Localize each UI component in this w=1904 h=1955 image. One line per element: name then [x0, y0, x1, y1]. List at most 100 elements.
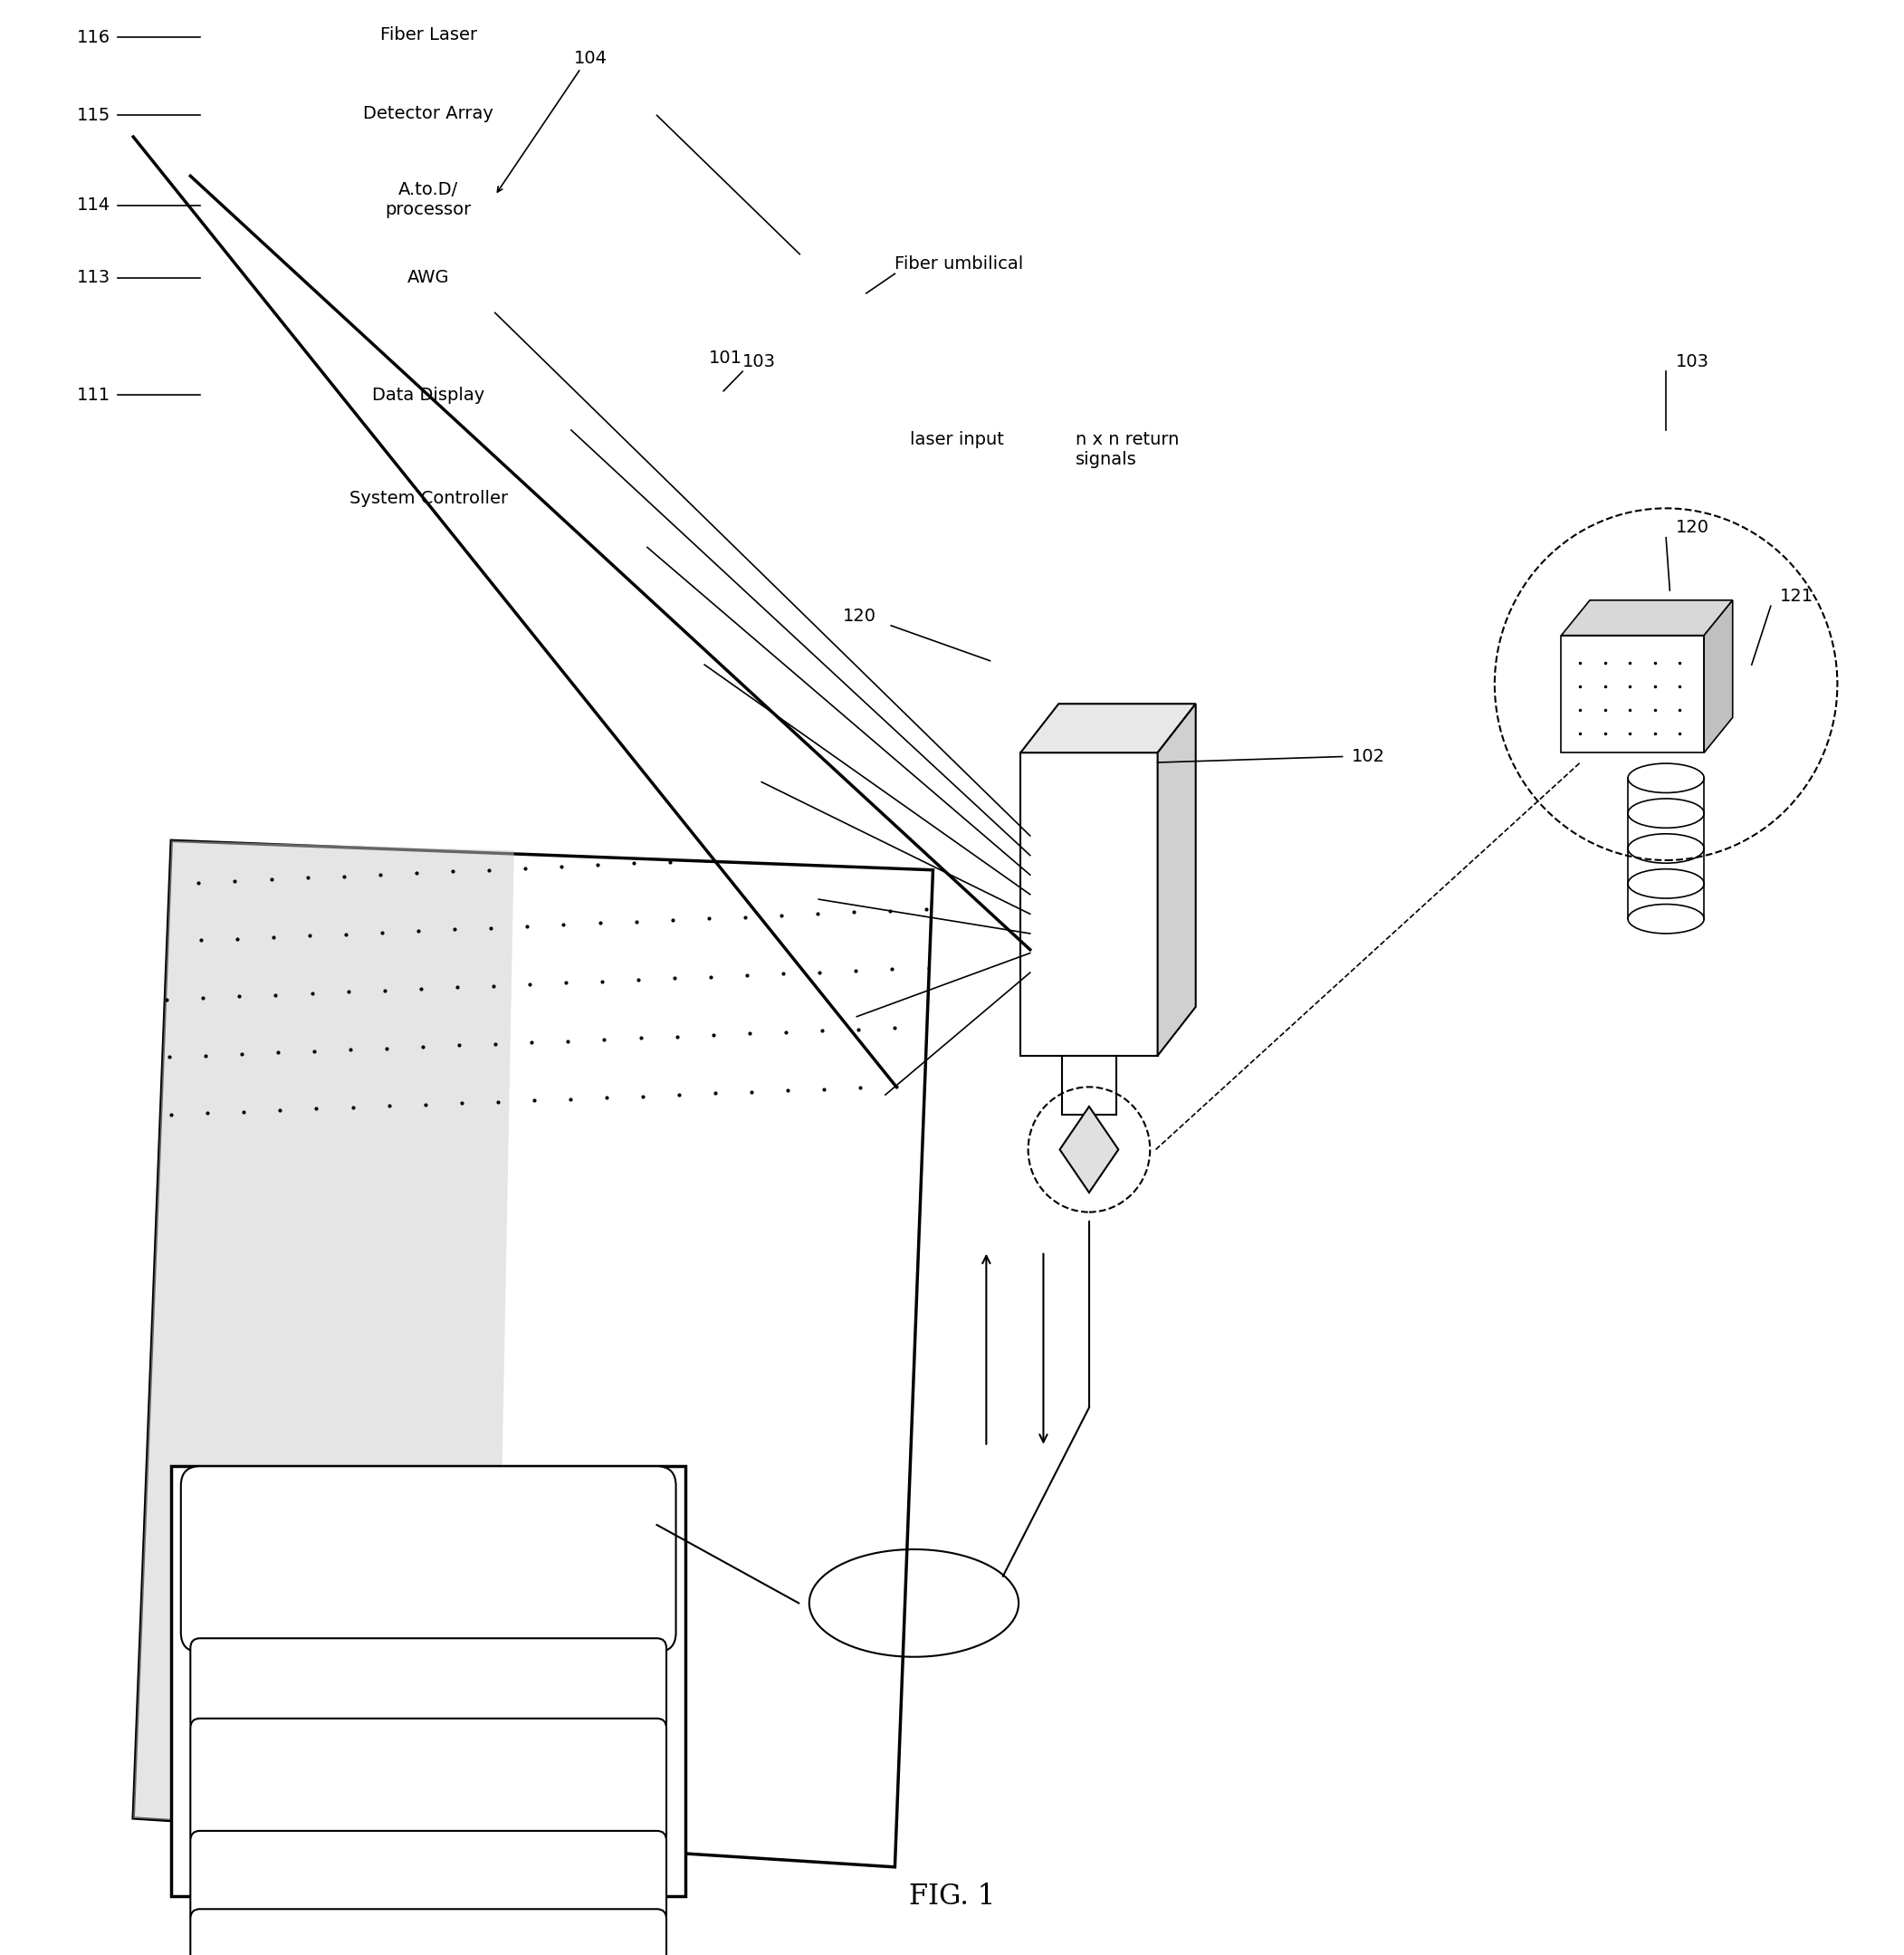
Point	[238, 403, 268, 434]
Point	[219, 866, 249, 897]
Point	[286, 688, 316, 719]
Point	[139, 639, 169, 671]
Point	[166, 407, 196, 438]
Point	[131, 465, 162, 497]
Point	[535, 561, 565, 592]
Point	[861, 543, 891, 575]
Point	[217, 807, 248, 839]
Point	[329, 860, 360, 891]
Point	[824, 545, 855, 577]
Point	[171, 579, 202, 610]
Point	[548, 909, 579, 940]
Point	[508, 794, 539, 825]
Text: Fiber Laser: Fiber Laser	[381, 27, 476, 43]
Point	[680, 553, 710, 585]
FancyBboxPatch shape	[1561, 635, 1704, 753]
Point	[855, 368, 885, 399]
Point	[588, 1024, 619, 1056]
Point	[592, 1081, 623, 1112]
Text: Data Display: Data Display	[371, 387, 486, 403]
Point	[716, 551, 746, 583]
Point	[337, 164, 367, 196]
Point	[486, 213, 516, 244]
Point	[699, 1019, 729, 1050]
Text: 103: 103	[743, 354, 777, 369]
Point	[602, 381, 632, 413]
Point	[307, 283, 337, 315]
Point	[735, 82, 765, 113]
Point	[564, 383, 594, 414]
Point	[904, 717, 935, 749]
Point	[724, 725, 754, 757]
Point	[893, 424, 923, 456]
Point	[727, 843, 758, 874]
Point	[655, 847, 685, 878]
Point	[265, 1095, 295, 1126]
Point	[887, 248, 918, 280]
Point	[874, 895, 904, 927]
Point	[710, 375, 741, 407]
Point	[554, 94, 585, 125]
Point	[417, 334, 447, 366]
Point	[446, 1087, 476, 1118]
Point	[786, 489, 817, 520]
Point	[343, 282, 373, 313]
Point	[615, 731, 645, 762]
Point	[807, 76, 838, 108]
Point	[605, 499, 636, 530]
Point	[204, 461, 234, 493]
Point	[326, 804, 356, 835]
Point	[487, 272, 518, 303]
Point	[666, 203, 697, 235]
Point	[556, 1083, 586, 1114]
Point	[276, 457, 307, 489]
Point	[514, 968, 545, 999]
Point	[864, 602, 895, 633]
Point	[503, 678, 533, 710]
Point	[230, 229, 261, 260]
Polygon shape	[1704, 600, 1733, 753]
Point	[826, 604, 857, 635]
Point	[156, 176, 187, 207]
Point	[569, 500, 600, 532]
Point	[366, 858, 396, 890]
Point	[628, 147, 659, 178]
Point	[314, 514, 345, 545]
Point	[895, 483, 925, 514]
Point	[379, 278, 409, 309]
Point	[242, 518, 272, 549]
Point	[623, 964, 653, 995]
Point	[750, 491, 781, 522]
Point	[880, 72, 910, 104]
Point	[746, 373, 777, 405]
Text: Detector Array: Detector Array	[364, 106, 493, 121]
Text: 120: 120	[1676, 520, 1710, 536]
Point	[609, 616, 640, 647]
Point	[168, 463, 198, 495]
Point	[737, 141, 767, 172]
Point	[573, 616, 604, 647]
Text: 111: 111	[76, 387, 110, 403]
Point	[299, 109, 329, 141]
Point	[790, 606, 821, 637]
Point	[268, 227, 299, 258]
Point	[512, 911, 543, 942]
Point	[162, 291, 192, 323]
Point	[809, 135, 840, 166]
Point	[657, 905, 687, 936]
Point	[409, 1089, 440, 1120]
Point	[704, 260, 735, 291]
Point	[312, 456, 343, 487]
Point	[411, 160, 442, 192]
Point	[775, 196, 805, 227]
Point	[407, 1030, 438, 1062]
Point	[202, 405, 232, 436]
Point	[872, 837, 902, 868]
Point	[626, 88, 657, 119]
Text: 113: 113	[76, 270, 110, 285]
Text: FIG. 1: FIG. 1	[908, 1883, 996, 1910]
Point	[270, 285, 301, 317]
Point	[263, 1036, 293, 1067]
Point	[152, 983, 183, 1015]
Point	[897, 542, 927, 573]
